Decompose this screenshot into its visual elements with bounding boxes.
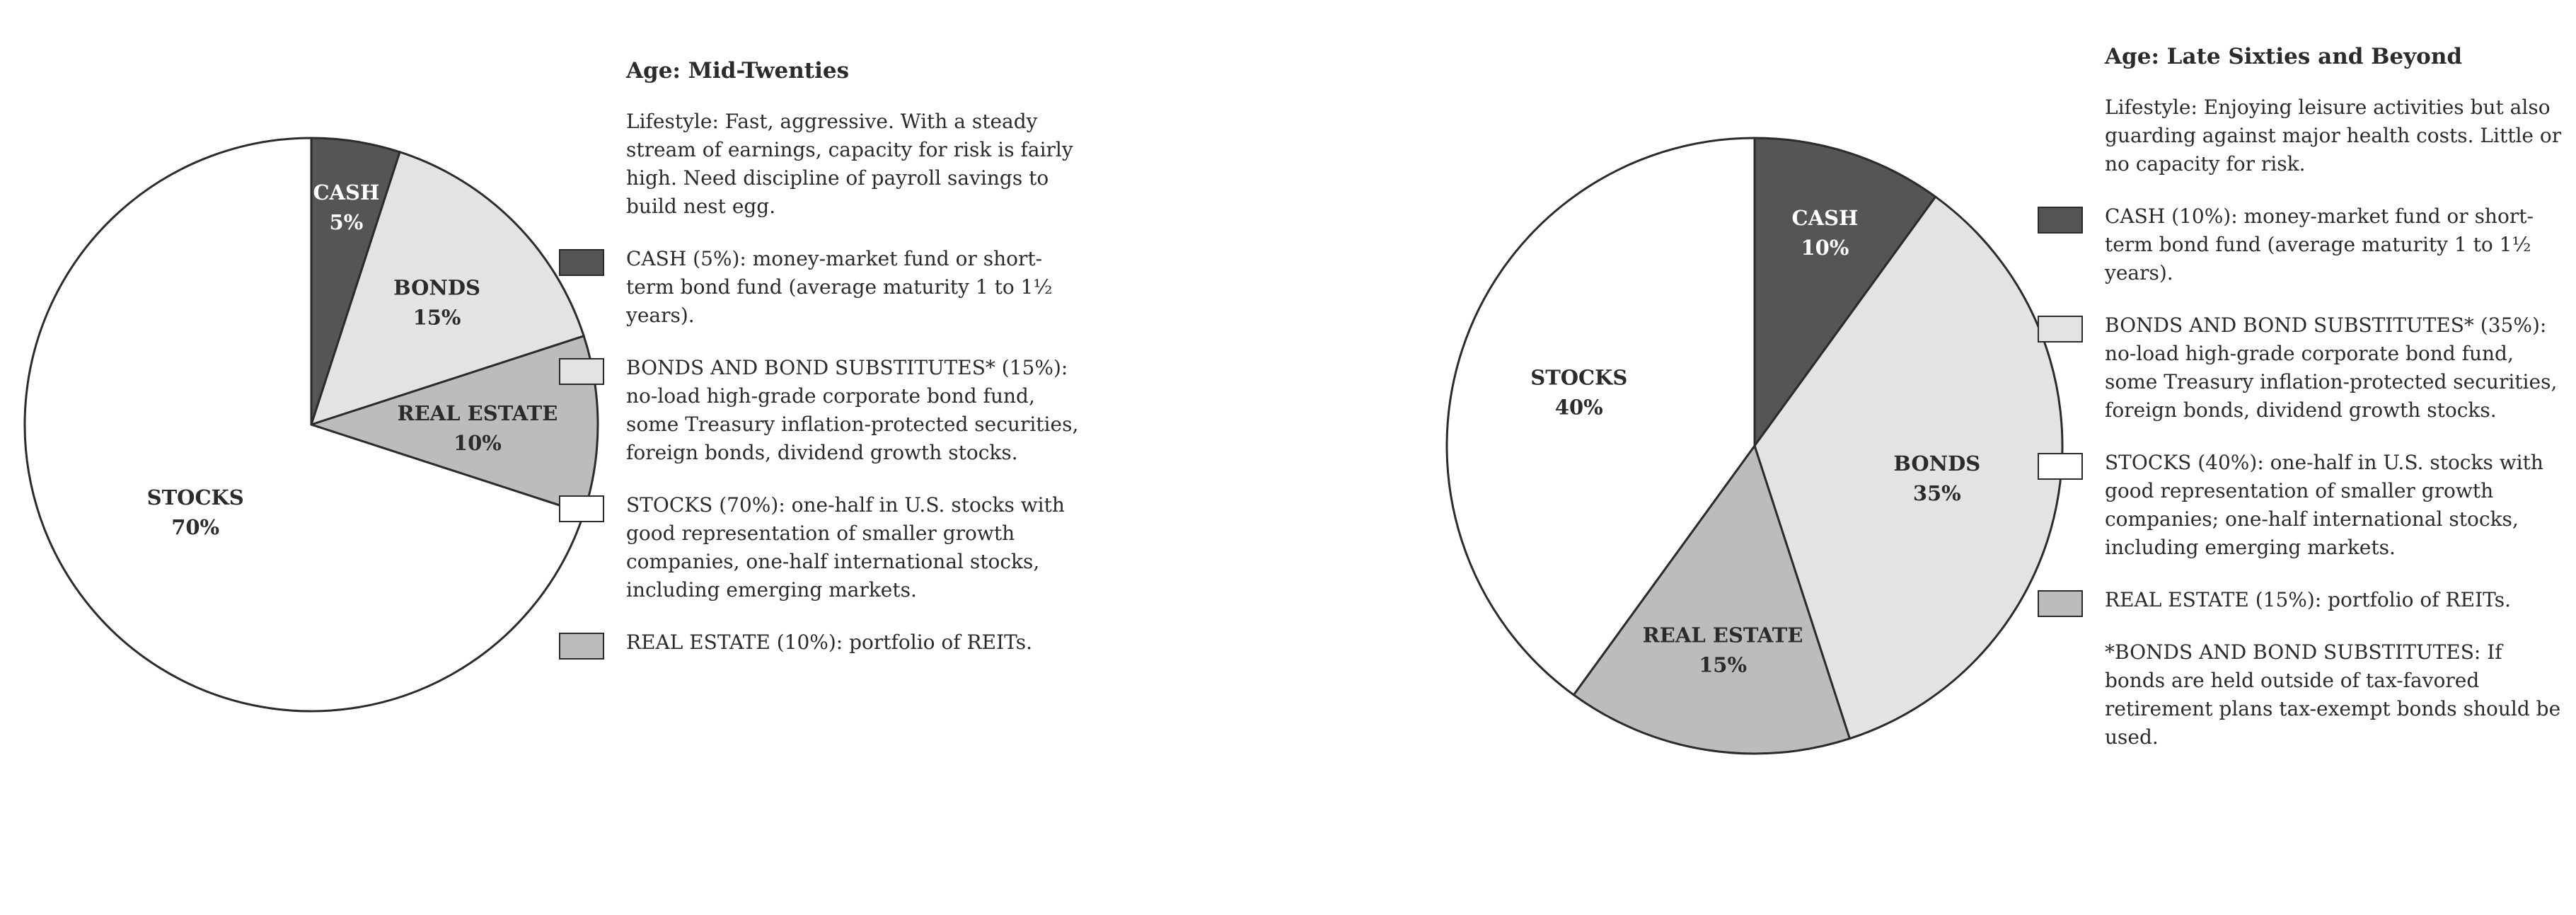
slice-value-bonds: 35% bbox=[1913, 481, 1961, 505]
lifestyle-text: Lifestyle: Enjoying leisure activities b… bbox=[2105, 96, 2562, 175]
legend-text-cash: CASH (10%): money-market fund or short-t… bbox=[2105, 205, 2534, 284]
swatch-bonds bbox=[2038, 316, 2083, 343]
slice-label-real-estate: REAL ESTATE bbox=[1643, 623, 1803, 648]
slice-label-stocks: STOCKS bbox=[147, 485, 244, 510]
pie-slice-bonds bbox=[1753, 195, 2064, 740]
legend-item-stocks: STOCKS (70%): one-half in U.S. stocks wi… bbox=[559, 491, 1079, 604]
slice-label-bonds: BONDS bbox=[393, 275, 480, 299]
slice-value-stocks: 70% bbox=[171, 515, 219, 539]
age-heading: Age: Late Sixties and Beyond bbox=[2105, 44, 2463, 69]
legend-panel-mid-twenties: Age: Mid-Twenties Lifestyle: Fast, aggre… bbox=[559, 55, 1079, 681]
slice-label-real-estate: REAL ESTATE bbox=[397, 401, 558, 425]
swatch-real-estate bbox=[2038, 590, 2083, 617]
legend-text-stocks: STOCKS (40%): one-half in U.S. stocks wi… bbox=[2105, 451, 2543, 559]
slice-value-real-estate: 15% bbox=[1699, 653, 1747, 677]
legend-panel-late-sixties: Age: Late Sixties and Beyond Lifestyle: … bbox=[2038, 41, 2568, 752]
slice-label-cash: CASH bbox=[1792, 206, 1859, 230]
pie-slice-stocks bbox=[23, 137, 586, 713]
age-heading: Age: Mid-Twenties bbox=[626, 58, 850, 84]
legend-text-cash: CASH (5%): money-market fund or short-te… bbox=[626, 247, 1053, 327]
swatch-stocks bbox=[2038, 453, 2083, 480]
pie-slice-stocks bbox=[1445, 137, 1756, 697]
pie-chart-late-sixties: CASH 10% BONDS 35% REAL ESTATE 15% STOCKS 40% bbox=[1445, 137, 2064, 755]
swatch-real-estate bbox=[559, 633, 604, 660]
swatch-cash bbox=[559, 249, 604, 276]
legend-item-bonds: BONDS AND BOND SUBSTITUTES* (15%): no-lo… bbox=[559, 354, 1079, 467]
legend-text-bonds: BONDS AND BOND SUBSTITUTES* (35%): no-lo… bbox=[2105, 313, 2558, 422]
pie-slice-real-estate bbox=[1572, 443, 1852, 755]
legend-text-real-estate: REAL ESTATE (10%): portfolio of REITs. bbox=[626, 631, 1033, 654]
legend-item-real-estate: REAL ESTATE (10%): portfolio of REITs. bbox=[559, 628, 1079, 660]
slice-value-cash: 10% bbox=[1801, 236, 1849, 260]
pie-chart-mid-twenties: CASH 5% BONDS 15% REAL ESTATE 10% STOCKS 70% bbox=[23, 137, 599, 713]
slice-label-bonds: BONDS bbox=[1893, 451, 1980, 476]
slice-label-stocks: STOCKS bbox=[1530, 365, 1627, 389]
lifestyle-text: Lifestyle: Fast, aggressive. With a stea… bbox=[626, 110, 1073, 218]
swatch-cash bbox=[2038, 207, 2083, 234]
legend-text-stocks: STOCKS (70%): one-half in U.S. stocks wi… bbox=[626, 493, 1065, 602]
slice-label-cash: CASH bbox=[313, 180, 379, 205]
legend-text-real-estate: REAL ESTATE (15%): portfolio of REITs. bbox=[2105, 588, 2512, 611]
footnote: *BONDS AND BOND SUBSTITUTES: If bonds ar… bbox=[2105, 640, 2561, 749]
swatch-stocks bbox=[559, 495, 604, 522]
legend-item-stocks: STOCKS (40%): one-half in U.S. stocks wi… bbox=[2038, 449, 2568, 562]
slice-value-real-estate: 10% bbox=[454, 431, 502, 455]
pie-slice-bonds bbox=[309, 150, 586, 427]
slice-value-stocks: 40% bbox=[1555, 395, 1603, 419]
legend-item-cash: CASH (10%): money-market fund or short-t… bbox=[2038, 202, 2568, 287]
legend-text-bonds: BONDS AND BOND SUBSTITUTES* (15%): no-lo… bbox=[626, 356, 1079, 464]
slice-value-cash: 5% bbox=[330, 210, 364, 234]
legend-item-real-estate: REAL ESTATE (15%): portfolio of REITs. bbox=[2038, 586, 2568, 617]
slice-value-bonds: 15% bbox=[413, 305, 461, 329]
legend-item-bonds: BONDS AND BOND SUBSTITUTES* (35%): no-lo… bbox=[2038, 311, 2568, 425]
swatch-bonds bbox=[559, 358, 604, 385]
legend-item-cash: CASH (5%): money-market fund or short-te… bbox=[559, 245, 1079, 330]
pie-slice-cash bbox=[1753, 137, 1937, 449]
